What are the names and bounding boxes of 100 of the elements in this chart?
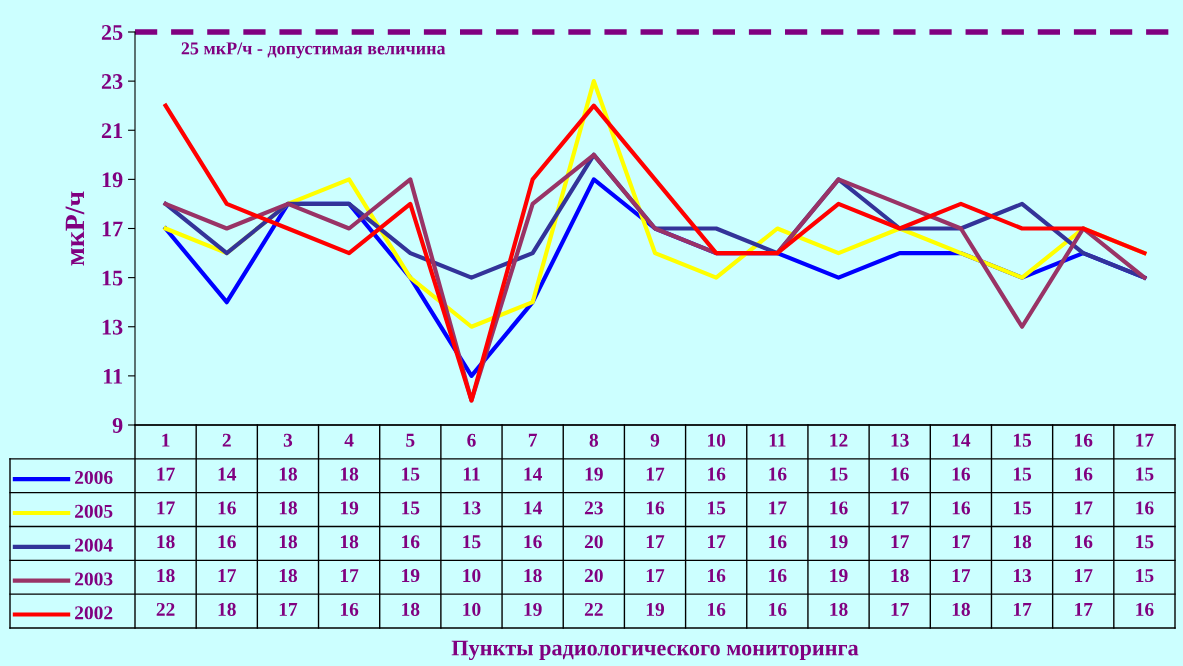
data-label: 17 [646, 467, 665, 481]
data-label: 18 [891, 569, 909, 583]
data-label: 15 [1136, 467, 1154, 481]
data-label: 15 [1136, 535, 1154, 549]
data-label: 18 [279, 535, 298, 549]
legend-label: 2006 [75, 470, 113, 484]
x-tick-label: 2 [222, 433, 231, 447]
data-label: 18 [340, 535, 359, 549]
data-label: 16 [340, 602, 359, 616]
data-label: 19 [646, 602, 665, 616]
data-label: 16 [524, 535, 542, 549]
data-label: 14 [524, 501, 543, 515]
data-label: 15 [463, 535, 481, 549]
data-label: 16 [646, 501, 665, 515]
data-label: 16 [218, 501, 236, 515]
x-tick-label: 15 [1013, 433, 1032, 447]
data-label: 18 [218, 602, 236, 616]
data-label: 15 [402, 501, 420, 515]
data-label: 18 [157, 569, 175, 583]
data-label: 16 [769, 535, 787, 549]
y-tick-label: 13 [102, 319, 123, 335]
data-label: 17 [157, 501, 175, 515]
legend-label: 2003 [75, 572, 113, 586]
data-label: 17 [1075, 602, 1093, 616]
data-label: 16 [218, 535, 236, 549]
data-label: 17 [646, 535, 665, 549]
data-label: 16 [1075, 535, 1093, 549]
y-tick-label: 9 [112, 417, 123, 433]
data-label: 19 [585, 467, 603, 481]
data-label: 19 [340, 501, 359, 515]
data-label: 15 [708, 501, 726, 515]
data-label: 16 [1075, 467, 1093, 481]
x-tick-label: 11 [769, 433, 786, 447]
data-label: 19 [830, 535, 848, 549]
data-label: 16 [708, 467, 726, 481]
x-tick-label: 16 [1075, 433, 1093, 447]
y-tick-label: 21 [101, 123, 123, 138]
data-label: 15 [1013, 501, 1032, 515]
x-tick-label: 10 [708, 433, 726, 447]
data-label: 16 [1136, 501, 1154, 515]
data-label: 16 [769, 569, 787, 583]
data-label: 17 [340, 569, 359, 582]
data-label: 23 [584, 501, 603, 515]
data-label: 15 [1013, 467, 1032, 481]
data-label: 19 [830, 569, 848, 583]
x-tick-label: 17 [1136, 433, 1154, 447]
data-label: 16 [769, 602, 787, 616]
data-label: 10 [463, 602, 481, 616]
data-label: 18 [279, 467, 298, 481]
data-label: 18 [340, 467, 359, 481]
data-label: 17 [1075, 569, 1093, 582]
legend-label: 2005 [75, 504, 113, 518]
x-tick-label: 1 [162, 433, 170, 447]
data-label: 17 [769, 501, 787, 515]
data-label: 16 [952, 467, 971, 481]
x-tick-label: 13 [891, 433, 909, 447]
data-label: 17 [646, 569, 665, 582]
x-tick-label: 9 [650, 433, 660, 447]
y-tick-label: 23 [101, 74, 123, 90]
data-label: 17 [891, 602, 909, 616]
data-label: 17 [1075, 501, 1093, 515]
data-label: 13 [463, 501, 481, 515]
data-label: 22 [156, 602, 175, 616]
legend-label: 2002 [75, 606, 113, 620]
legend-label: 2004 [75, 538, 113, 552]
data-label: 16 [402, 535, 420, 549]
data-label: 13 [1013, 569, 1032, 583]
y-tick-label: 17 [102, 221, 123, 237]
x-tick-label: 12 [830, 433, 848, 447]
y-axis-title: мкР/ч [65, 191, 85, 266]
data-label: 16 [830, 501, 848, 515]
data-label: 17 [952, 569, 971, 582]
data-label: 20 [584, 569, 603, 583]
x-tick-label: 14 [952, 433, 971, 447]
data-label: 16 [708, 602, 726, 616]
data-label: 19 [524, 602, 542, 616]
data-label: 15 [1136, 569, 1154, 583]
data-label: 11 [463, 467, 480, 481]
x-tick-label: 5 [406, 433, 415, 447]
data-label: 18 [157, 535, 175, 549]
data-label: 22 [584, 602, 603, 616]
x-tick-label: 7 [528, 433, 538, 447]
data-label: 16 [1136, 602, 1154, 616]
data-label: 17 [218, 569, 237, 582]
data-label: 16 [769, 467, 787, 481]
data-label: 17 [708, 535, 726, 549]
y-tick-label: 11 [103, 368, 123, 384]
data-label: 10 [463, 569, 481, 583]
data-label: 17 [891, 535, 909, 549]
data-label: 15 [402, 467, 420, 481]
data-label: 19 [402, 569, 420, 583]
data-label: 16 [891, 467, 909, 481]
data-label: 18 [952, 602, 970, 616]
x-tick-label: 3 [283, 433, 293, 447]
y-tick-label: 19 [102, 172, 123, 188]
data-label: 14 [218, 467, 237, 481]
line-series [163, 103, 1147, 403]
x-tick-label: 6 [467, 433, 476, 447]
data-label: 14 [524, 467, 543, 481]
data-label: 17 [952, 535, 971, 549]
